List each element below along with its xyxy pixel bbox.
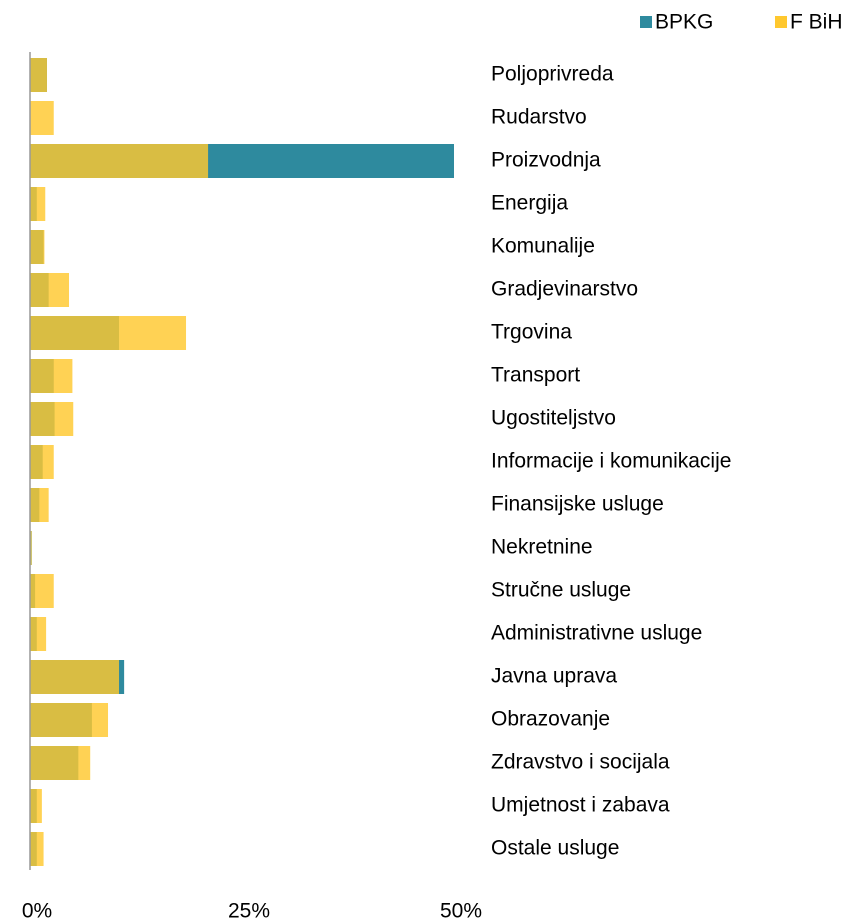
bar: [30, 832, 44, 866]
x-tick-label: 50%: [440, 900, 482, 921]
bar: [30, 789, 42, 823]
bar: [30, 230, 45, 264]
category-label: Energija: [491, 192, 568, 215]
x-tick-label: 25%: [228, 900, 270, 921]
x-tick-label: 0%: [22, 900, 52, 921]
bar: [30, 617, 47, 651]
bar: [30, 746, 91, 780]
category-label: Ostale usluge: [491, 837, 619, 860]
bar: [30, 531, 32, 565]
bar: [30, 574, 54, 608]
category-label: Nekretnine: [491, 536, 593, 559]
category-label: Proizvodnja: [491, 149, 601, 172]
bar: [30, 316, 187, 350]
category-label: Obrazovanje: [491, 708, 610, 731]
category-label: Transport: [491, 364, 580, 387]
category-label: Stručne usluge: [491, 579, 631, 602]
bar: [30, 359, 73, 393]
legend-swatch: [775, 16, 787, 28]
bar: [30, 660, 120, 694]
category-label: Gradjevinarstvo: [491, 278, 638, 301]
legend-label: F BiH: [790, 11, 843, 34]
bar: [30, 187, 46, 221]
category-label: Informacije i komunikacije: [491, 450, 731, 473]
category-label: Javna uprava: [491, 665, 617, 688]
legend-label: BPKG: [655, 11, 713, 34]
legend-swatch: [640, 16, 652, 28]
bar: [30, 488, 49, 522]
bar: [30, 273, 70, 307]
bar: [30, 445, 54, 479]
bar: [30, 58, 47, 92]
bar: [30, 101, 54, 135]
bar: [30, 402, 74, 436]
category-label: Trgovina: [491, 321, 572, 344]
category-label: Finansijske usluge: [491, 493, 664, 516]
category-label: Ugostiteljstvo: [491, 407, 616, 430]
category-label: Umjetnost i zabava: [491, 794, 670, 817]
bar: [30, 703, 109, 737]
category-label: Zdravstvo i socijala: [491, 751, 670, 774]
bar: [30, 144, 209, 178]
category-label: Poljoprivreda: [491, 63, 614, 86]
category-label: Administrativne usluge: [491, 622, 702, 645]
category-label: Komunalije: [491, 235, 595, 258]
category-label: Rudarstvo: [491, 106, 587, 129]
